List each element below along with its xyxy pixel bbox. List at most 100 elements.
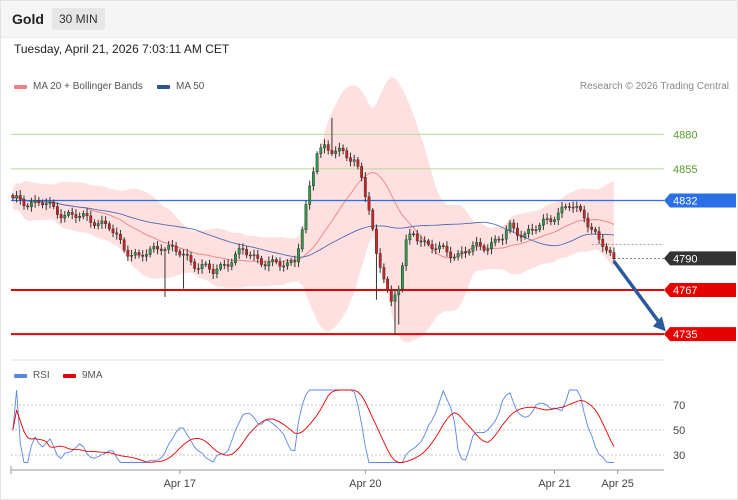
- candle-body: [248, 254, 252, 257]
- projection-arrowhead: [652, 316, 666, 332]
- candle-body: [107, 223, 111, 230]
- candle-body: [267, 261, 271, 267]
- candle-body: [323, 144, 326, 149]
- candle-body: [556, 212, 560, 221]
- level-label-4790: 4790: [673, 253, 697, 265]
- candle-body: [41, 202, 44, 206]
- candle-body: [582, 209, 586, 219]
- candle-body: [393, 294, 397, 302]
- candle-body: [297, 248, 300, 263]
- candle-body: [330, 149, 334, 154]
- candle-body: [152, 246, 156, 250]
- candle-body: [438, 245, 441, 250]
- candle-body: [571, 206, 575, 209]
- header-bar: Gold 30 MIN: [1, 1, 737, 38]
- candle-body: [549, 218, 553, 222]
- candle-body: [74, 214, 78, 218]
- level-label-4832: 4832: [673, 196, 697, 208]
- candle-body: [475, 242, 479, 246]
- candle-body: [245, 249, 248, 256]
- candle-body: [278, 261, 282, 267]
- candle-body: [593, 229, 597, 232]
- x-tick-label: Apr 17: [164, 478, 196, 490]
- candle-body: [471, 245, 475, 252]
- credit-text: Research © 2026 Trading Central: [579, 81, 729, 92]
- rsi-line: [12, 389, 614, 463]
- candle-body: [308, 185, 312, 205]
- symbol-title: Gold: [12, 11, 44, 27]
- rsi-ma-line: [12, 389, 615, 463]
- candle-body: [252, 254, 256, 257]
- candle-body: [360, 166, 364, 178]
- candle-body: [70, 212, 74, 215]
- candle-body: [133, 252, 137, 256]
- candle-body: [460, 251, 464, 254]
- candle-body: [512, 222, 516, 229]
- candle-body: [493, 238, 497, 243]
- candle-body: [371, 209, 375, 230]
- ma50-label: MA 50: [176, 81, 205, 92]
- candle-body: [415, 233, 419, 242]
- candle-body: [222, 264, 226, 266]
- candle-body: [104, 220, 108, 225]
- candle-body: [234, 253, 237, 263]
- candle-body: [263, 264, 267, 267]
- rsi-label: RSI: [33, 370, 50, 381]
- candle-body: [96, 223, 100, 226]
- level-label-4767: 4767: [673, 285, 697, 297]
- timeframe-button[interactable]: 30 MIN: [52, 8, 105, 30]
- candle-body: [237, 248, 241, 255]
- main-panel: 4880 4855 4832 4790 4767 4735: [11, 77, 736, 343]
- candle-body: [608, 250, 612, 253]
- candle-body: [430, 244, 434, 250]
- candle-body: [434, 248, 438, 251]
- level-label-4735: 4735: [673, 329, 697, 341]
- candle-body: [356, 159, 360, 167]
- candle-body: [449, 251, 453, 258]
- candle-body: [271, 259, 274, 263]
- candle-body: [200, 264, 204, 270]
- candle-body: [156, 246, 159, 250]
- candle-body: [141, 254, 145, 257]
- candle-body: [601, 238, 605, 247]
- candle-body: [375, 228, 378, 254]
- candle-body: [404, 239, 408, 267]
- candle-body: [122, 239, 126, 251]
- candle-body: [167, 245, 171, 250]
- candle-body: [397, 288, 401, 296]
- candle-body: [401, 265, 404, 290]
- candle-body: [326, 144, 330, 151]
- candle-body: [115, 232, 119, 235]
- candle-body: [586, 217, 590, 228]
- rsi-panel: 70 50 30: [11, 359, 685, 463]
- candle-body: [170, 245, 174, 247]
- level-tag-4832: [664, 193, 736, 208]
- rsi-ma-swatch: [63, 373, 76, 378]
- candle-body: [504, 230, 508, 240]
- candle-body: [37, 200, 41, 204]
- bb-label: MA 20 + Bollinger Bands: [33, 81, 143, 92]
- candle-body: [538, 224, 542, 230]
- candle-body: [452, 256, 456, 259]
- candle-body: [300, 229, 304, 250]
- candle-body: [230, 262, 234, 267]
- candle-body: [464, 251, 467, 254]
- candle-body: [516, 227, 519, 236]
- candle-body: [352, 159, 356, 162]
- bollinger-bands: [12, 77, 614, 343]
- candle-body: [482, 245, 486, 251]
- candle-body: [241, 248, 245, 250]
- candle-body: [159, 248, 163, 251]
- legend-ma50: MA 50: [157, 81, 204, 92]
- candle-body: [67, 212, 70, 216]
- candle-body: [193, 261, 197, 269]
- candle-body: [11, 195, 15, 199]
- candle-body: [178, 251, 182, 256]
- candle-body: [137, 252, 141, 256]
- rsi-ma-label: 9MA: [82, 370, 103, 381]
- candle-body: [337, 147, 341, 152]
- candle-body: [93, 222, 96, 226]
- candle-body: [530, 228, 534, 231]
- candle-body: [527, 228, 530, 234]
